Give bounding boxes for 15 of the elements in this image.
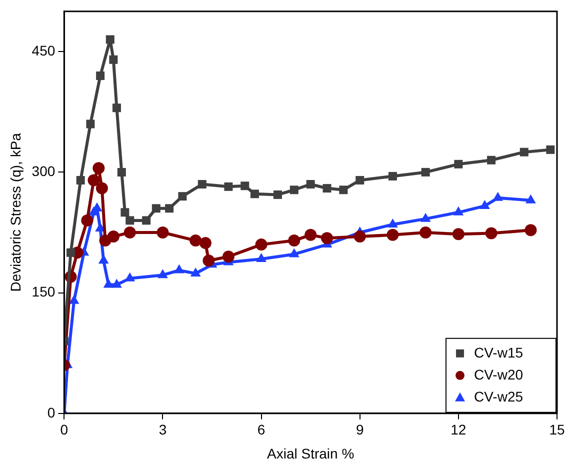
x-tick-label: 15	[549, 422, 565, 438]
y-tick-label: 450	[32, 42, 56, 58]
legend-label: CV-w20	[474, 366, 524, 382]
y-tick-label: 0	[47, 404, 56, 420]
x-tick-label: 6	[257, 422, 266, 438]
legend-label: CV-w25	[474, 388, 524, 404]
x-tick-label: 0	[60, 422, 68, 438]
y-tick-label: 300	[32, 163, 56, 180]
legend-label: CV-w15	[474, 344, 524, 360]
y-tick-label: 150	[32, 284, 56, 300]
x-axis-title: Axial Strain %	[267, 445, 354, 462]
x-tick-label: 9	[356, 422, 364, 438]
y-axis-title: Deviatoric Stress (q), kPa	[7, 132, 24, 292]
x-tick-label: 12	[450, 422, 466, 438]
x-tick-label: 3	[158, 422, 167, 438]
